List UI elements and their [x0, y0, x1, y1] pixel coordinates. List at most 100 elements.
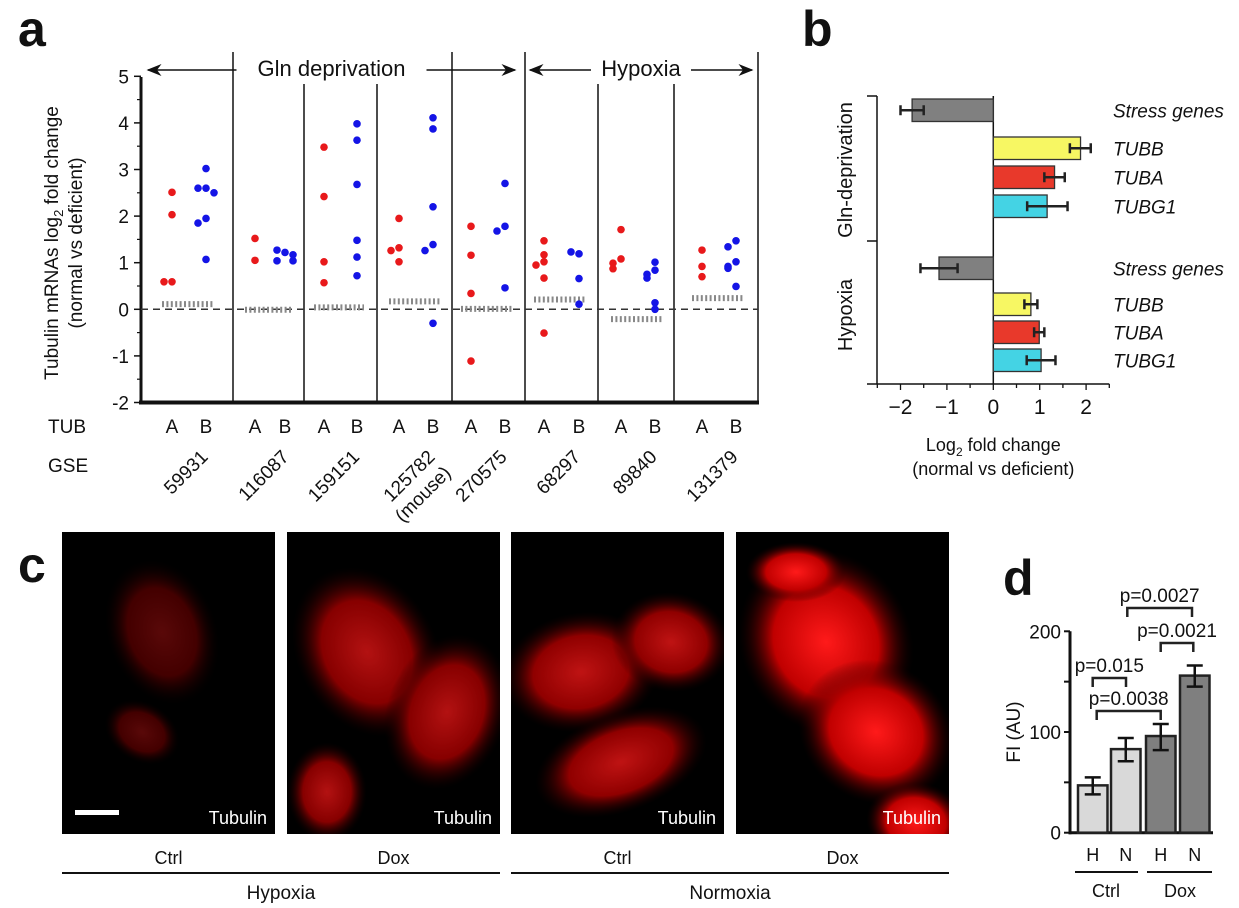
data-point-tuba — [617, 255, 625, 263]
y-tick-label: 4 — [118, 114, 129, 135]
data-point-tubb — [353, 236, 361, 245]
data-point-tuba — [395, 257, 403, 266]
y-tick-label: 3 — [118, 161, 129, 182]
bar-label: N — [1119, 845, 1132, 865]
cell-tubulin-signal — [611, 591, 724, 693]
data-point-tuba — [251, 256, 259, 265]
data-point-tubb — [202, 214, 210, 223]
x-label-text: fold change — [963, 435, 1061, 455]
bar-label: N — [1188, 845, 1201, 865]
y-axis-label: FI (AU) — [1004, 701, 1025, 762]
data-point-tubb — [651, 266, 659, 274]
x-tick-label: −1 — [935, 396, 959, 419]
scale-bar — [75, 810, 119, 815]
group-label: Dox — [1164, 881, 1196, 901]
y-tick-label: 5 — [118, 67, 129, 88]
data-point-tubb — [429, 240, 437, 249]
data-point-tubb — [429, 125, 437, 133]
tub-b-label: B — [573, 417, 586, 438]
stain-label: Tubulin — [658, 808, 716, 828]
data-point-tuba — [609, 264, 617, 273]
data-point-tubb — [194, 219, 202, 227]
stain-label: Tubulin — [209, 808, 267, 828]
cell-tubulin-signal — [287, 742, 367, 834]
data-point-tubb — [273, 257, 281, 265]
y-label-text: fold change — [42, 106, 63, 210]
x-tick-label: −2 — [889, 396, 913, 419]
condition-label: Ctrl — [155, 848, 183, 868]
data-point-tubb — [202, 184, 210, 192]
group-label: Hypoxia — [247, 883, 316, 904]
tub-b-label: B — [351, 417, 364, 438]
tub-a-label: A — [318, 417, 331, 438]
y-tick-label: 100 — [1029, 723, 1061, 744]
tub-b-label: B — [649, 417, 662, 438]
cell-group — [511, 591, 724, 819]
data-point-tubb — [732, 236, 740, 245]
data-point-tuba — [168, 278, 176, 286]
significance-bracket — [1126, 606, 1194, 617]
tub-row-label: TUB — [48, 417, 86, 438]
group-label: Normoxia — [689, 883, 771, 904]
panel-letter-d: d — [1003, 550, 1034, 606]
data-point-tubb — [724, 243, 732, 251]
bar-label: TUBA — [1113, 168, 1164, 189]
data-point-tuba — [467, 222, 475, 231]
data-point-tuba — [387, 246, 395, 255]
cell-group — [287, 566, 500, 834]
data-point-tubb — [429, 113, 437, 122]
group-label: Ctrl — [1092, 881, 1120, 901]
data-point-tuba — [540, 236, 548, 245]
y-tick-label: 2 — [118, 207, 129, 228]
x-label-text: 2 — [956, 445, 963, 459]
panel-letter-c: c — [18, 537, 46, 593]
condition-label: Dox — [826, 848, 858, 868]
panel-c-micrographs: Tubulin Ctrl Tubulin Dox Tubulin Ctrl Tubulin D… — [62, 532, 949, 904]
data-point-tubb — [210, 189, 218, 197]
significance-bracket — [1095, 709, 1162, 720]
gse-id-label: 59931 — [160, 447, 212, 499]
p-value-label: p=0.015 — [1075, 656, 1144, 677]
bar-label: TUBG1 — [1113, 197, 1176, 218]
tub-a-label: A — [393, 417, 406, 438]
data-point-tuba — [540, 257, 548, 266]
cell-tubulin-signal — [104, 699, 180, 765]
x-tick-label: 1 — [1034, 396, 1046, 419]
p-value-label: p=0.0021 — [1137, 621, 1217, 642]
gse-id-label: 68297 — [533, 447, 585, 499]
data-point-tubb — [202, 164, 210, 173]
bar-label: TUBB — [1113, 139, 1164, 160]
micrograph-image: Tubulin — [511, 532, 724, 834]
gse-id-label: 89840 — [609, 447, 661, 499]
header-label-bg — [591, 52, 691, 84]
gse-id-label: 159151 — [304, 447, 364, 507]
bar-label: H — [1154, 845, 1167, 865]
data-point-tuba — [540, 329, 548, 337]
data-point-tuba — [617, 225, 625, 234]
data-point-tubb — [289, 250, 297, 259]
y-tick-label: -2 — [112, 394, 129, 415]
x-axis-label: Log2 fold change — [926, 435, 1061, 459]
bar-label: H — [1086, 845, 1099, 865]
data-point-tubb — [289, 257, 297, 265]
bar-label: Stress genes — [1113, 259, 1224, 280]
p-value-label: p=0.0038 — [1089, 689, 1169, 710]
micrograph-image: Tubulin — [62, 532, 275, 834]
bar — [992, 320, 1040, 345]
y-tick-label: 0 — [1050, 824, 1061, 845]
data-point-tubb — [651, 258, 659, 267]
tub-a-label: A — [615, 417, 628, 438]
p-value-label: p=0.0027 — [1120, 586, 1200, 607]
data-point-tuba — [609, 259, 617, 267]
micrograph-image: Tubulin — [287, 532, 500, 834]
tub-b-label: B — [499, 417, 512, 438]
condition-header: Hypoxia — [601, 56, 681, 81]
significance-bracket — [1159, 641, 1195, 652]
gse-id-label: 116087 — [235, 447, 294, 506]
panel-letter-a: a — [18, 1, 47, 57]
data-point-tubb — [724, 264, 732, 273]
data-point-tubb — [501, 284, 509, 292]
